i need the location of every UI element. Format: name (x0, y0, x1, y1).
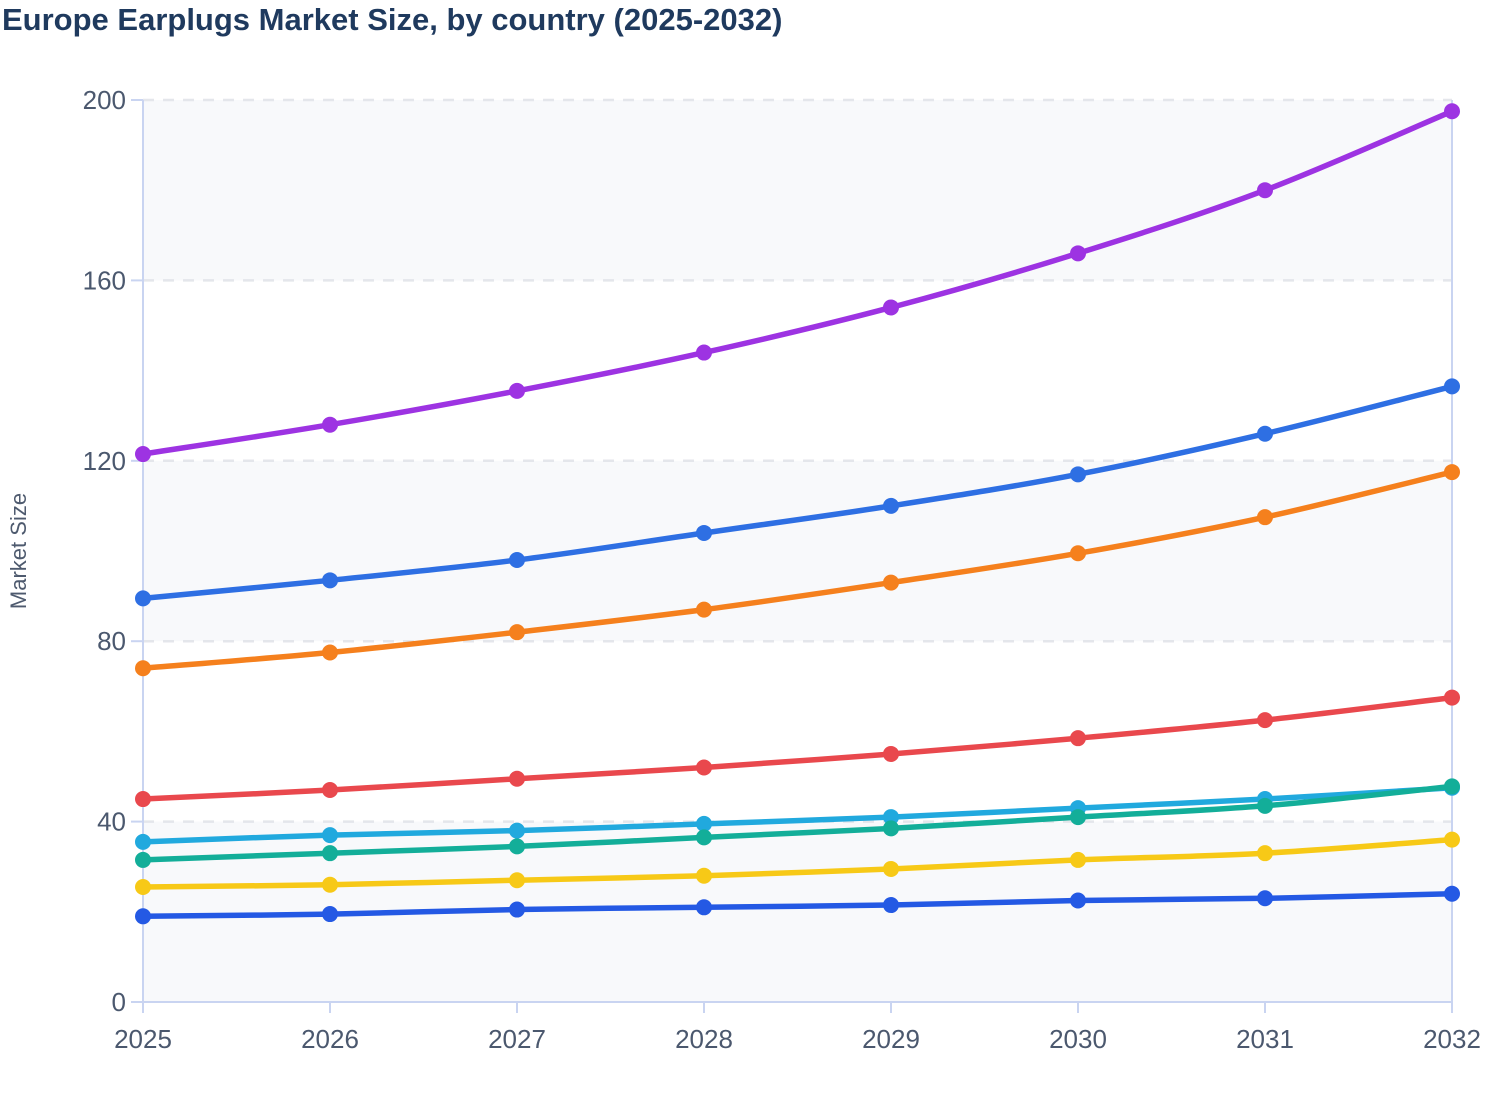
series-orange-point-2026[interactable] (322, 644, 338, 661)
series-royal-point-2031[interactable] (1257, 890, 1273, 907)
chart-title: Europe Earplugs Market Size, by country … (2, 2, 783, 37)
x-tick-label-2025: 2025 (114, 1024, 172, 1054)
series-blue-point-2028[interactable] (696, 524, 712, 541)
y-tick-label-80: 80 (97, 626, 126, 656)
series-yellow-point-2027[interactable] (509, 872, 525, 889)
series-teal-point-2030[interactable] (1070, 809, 1086, 826)
series-cyan-point-2028[interactable] (696, 815, 712, 832)
series-blue-point-2027[interactable] (509, 552, 525, 569)
y-tick-label-0: 0 (112, 987, 126, 1017)
x-tick-label-2030: 2030 (1049, 1024, 1107, 1054)
series-teal-point-2029[interactable] (883, 820, 899, 837)
series-red-point-2032[interactable] (1444, 689, 1460, 706)
series-cyan-point-2027[interactable] (509, 822, 525, 839)
series-purple-point-2031[interactable] (1257, 182, 1273, 199)
series-orange-point-2029[interactable] (883, 574, 899, 591)
series-cyan-line (140, 785, 1455, 845)
series-royal-line (140, 891, 1455, 920)
series-cyan-point-2025[interactable] (135, 833, 151, 850)
series-orange-point-2030[interactable] (1070, 545, 1086, 562)
plot-band-80-120 (143, 460, 1452, 642)
series-blue-point-2031[interactable] (1257, 425, 1273, 442)
series-red-point-2027[interactable] (509, 770, 525, 787)
series-purple-point-2032[interactable] (1444, 103, 1460, 120)
series-teal-point-2028[interactable] (696, 829, 712, 846)
x-tick-label-2032: 2032 (1423, 1024, 1481, 1054)
y-axis-title: Market Size (6, 493, 31, 609)
series-blue-point-2029[interactable] (883, 497, 899, 514)
series-royal-point-2029[interactable] (883, 897, 899, 914)
series-teal-point-2031[interactable] (1257, 797, 1273, 814)
x-tick-label-2026: 2026 (301, 1024, 359, 1054)
series-red-point-2030[interactable] (1070, 730, 1086, 747)
series-purple-point-2030[interactable] (1070, 245, 1086, 262)
series-orange-line (140, 469, 1455, 672)
plot-band-160-200 (143, 100, 1452, 281)
x-tick-label-2029: 2029 (862, 1024, 920, 1054)
series-teal-line (140, 783, 1455, 863)
series-purple-point-2026[interactable] (322, 416, 338, 433)
y-tick-label-120: 120 (83, 446, 126, 476)
series-red-point-2025[interactable] (135, 791, 151, 808)
series-purple-line (140, 108, 1455, 457)
series-teal-point-2025[interactable] (135, 851, 151, 868)
series-orange-point-2025[interactable] (135, 660, 151, 677)
series-orange-point-2028[interactable] (696, 601, 712, 618)
series-red-point-2029[interactable] (883, 745, 899, 762)
x-tick-label-2027: 2027 (488, 1024, 546, 1054)
series-red-point-2031[interactable] (1257, 712, 1273, 729)
series-blue-point-2030[interactable] (1070, 466, 1086, 483)
series-teal-point-2027[interactable] (509, 838, 525, 855)
series-teal-point-2032[interactable] (1444, 778, 1460, 795)
series-yellow-point-2031[interactable] (1257, 845, 1273, 862)
series-purple-point-2029[interactable] (883, 299, 899, 316)
series-red-line (140, 694, 1455, 802)
series-orange-point-2031[interactable] (1257, 509, 1273, 526)
series-royal-point-2025[interactable] (135, 908, 151, 925)
series-orange-point-2032[interactable] (1444, 464, 1460, 481)
y-tick-label-200: 200 (83, 85, 126, 115)
x-tick-label-2028: 2028 (675, 1024, 733, 1054)
series-yellow-point-2032[interactable] (1444, 831, 1460, 848)
series-teal-point-2026[interactable] (322, 845, 338, 862)
series-royal-point-2027[interactable] (509, 901, 525, 918)
y-tick-label-40: 40 (97, 807, 126, 837)
series-red-point-2026[interactable] (322, 782, 338, 799)
series-blue-point-2025[interactable] (135, 590, 151, 607)
series-blue-line (140, 383, 1455, 602)
series-yellow-point-2026[interactable] (322, 876, 338, 893)
series-yellow-point-2028[interactable] (696, 867, 712, 884)
series-cyan-point-2026[interactable] (322, 827, 338, 844)
series-red-point-2028[interactable] (696, 759, 712, 776)
series-purple-point-2028[interactable] (696, 344, 712, 361)
series-purple-point-2027[interactable] (509, 382, 525, 399)
x-tick-label-2031: 2031 (1236, 1024, 1294, 1054)
series-blue-point-2026[interactable] (322, 572, 338, 589)
series-cyan-point-2029[interactable] (883, 809, 899, 826)
series-purple-point-2025[interactable] (135, 446, 151, 463)
series-yellow-point-2029[interactable] (883, 860, 899, 877)
series-orange-point-2027[interactable] (509, 624, 525, 641)
series-royal-point-2030[interactable] (1070, 892, 1086, 909)
series-yellow-point-2025[interactable] (135, 878, 151, 895)
series-blue-point-2032[interactable] (1444, 378, 1460, 395)
series-yellow-line (140, 836, 1455, 890)
series-royal-point-2032[interactable] (1444, 885, 1460, 902)
series-royal-point-2026[interactable] (322, 906, 338, 923)
series-yellow-point-2030[interactable] (1070, 851, 1086, 868)
y-tick-label-160: 160 (83, 265, 126, 295)
series-royal-point-2028[interactable] (696, 899, 712, 916)
